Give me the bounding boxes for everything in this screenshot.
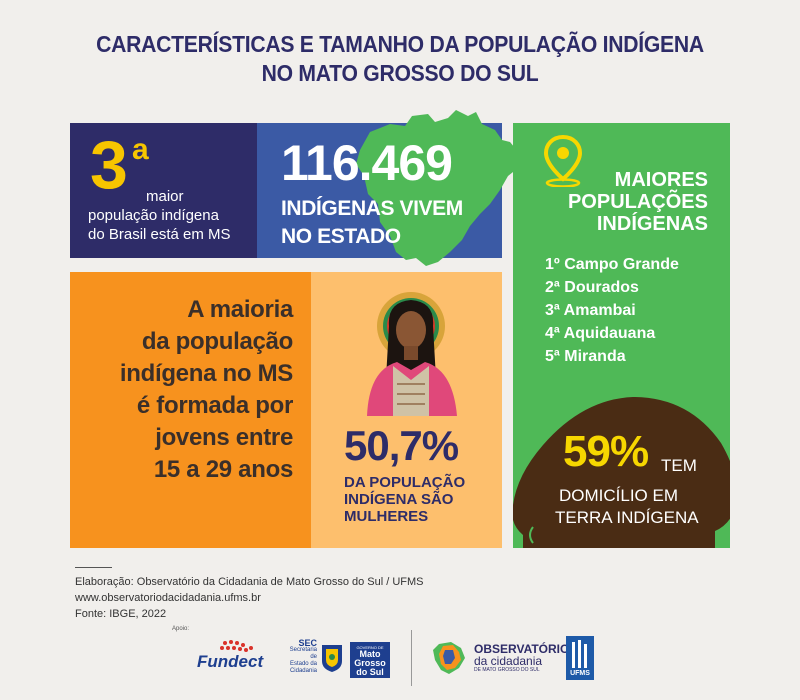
obs-line-3: DE MATO GROSSO DO SUL	[474, 667, 540, 673]
sec-title: SEC	[298, 638, 317, 648]
fundect-logo: Fundect	[197, 652, 264, 671]
city-item: 5ª Miranda	[545, 348, 626, 365]
website-link[interactable]: www.observatoriodacidadania.ufms.br	[75, 592, 261, 604]
city-item: 2ª Dourados	[545, 279, 639, 296]
youth-line: é formada por	[136, 392, 293, 419]
gov-ms-logo: GOVERNO DE Mato Grosso do Sul	[350, 642, 390, 678]
obs-line-1: OBSERVATÓRIO	[474, 642, 570, 656]
ms-state-map-icon	[356, 110, 520, 266]
women-panel: 50,7% DA POPULAÇÃO INDÍGENA SÃO MULHERES	[311, 272, 502, 548]
youth-line: 15 a 29 anos	[153, 456, 293, 483]
footer-rule	[75, 567, 112, 568]
women-line: DA POPULAÇÃO	[344, 474, 466, 491]
title-line-1: CARACTERÍSTICAS E TAMANHO DA POPULAÇÃO I…	[96, 31, 704, 57]
population-line-2: NO ESTADO	[281, 225, 401, 248]
territory-line-2: TERRA INDÍGENA	[555, 508, 699, 527]
observatorio-map-icon	[433, 642, 465, 674]
ufms-logo	[566, 636, 594, 680]
gov-line: do Sul	[356, 667, 384, 677]
youth-line: da população	[141, 328, 293, 355]
indigenous-woman-illustration	[367, 292, 457, 416]
title-line-2: NO MATO GROSSO DO SUL	[261, 60, 539, 86]
fundect-dots-icon	[220, 640, 253, 652]
rank-panel: 3 a maior população indígena do Brasil e…	[70, 123, 257, 258]
observatorio-logo: OBSERVATÓRIO da cidadania DE MATO GROSSO…	[474, 643, 569, 674]
women-line: INDÍGENA SÃO	[344, 491, 454, 508]
sec-logo: SEC Secretaria de Estado da Cidadania	[287, 638, 317, 675]
women-percent: 50,7%	[344, 422, 459, 469]
city-item: 1º Campo Grande	[545, 256, 679, 273]
population-line-1: INDÍGENAS VIVEM	[281, 197, 463, 220]
cities-title-line: MAIORES	[614, 169, 708, 191]
sec-line: Cidadania	[289, 668, 317, 674]
population-number: 116.469	[281, 135, 453, 191]
rank-line-1: maior	[146, 188, 184, 205]
ms-emblem-icon	[322, 645, 342, 672]
women-line: MULHERES	[344, 508, 429, 525]
dwelling-dome-shape	[513, 397, 730, 548]
youth-text: A maioria da população indígena no MS é …	[120, 294, 293, 486]
gov-line: Grosso	[354, 658, 386, 668]
credit-text: Elaboração: Observatório da Cidadania de…	[75, 576, 424, 588]
source-text: Fonte: IBGE, 2022	[75, 608, 167, 620]
gov-small: GOVERNO DE	[356, 645, 384, 650]
location-pin-icon	[543, 135, 583, 187]
footer-divider	[411, 630, 412, 686]
population-panel: 116.469 INDÍGENAS VIVEM NO ESTADO	[257, 110, 520, 266]
sec-line: Secretaria de	[289, 647, 317, 660]
rank-line-3: do Brasil está em MS	[88, 226, 231, 243]
apoio-label: Apoio:	[172, 626, 190, 632]
gov-line: Mato	[359, 649, 381, 659]
city-item: 4ª Aquidauana	[545, 325, 656, 342]
footer-credits: Elaboração: Observatório da Cidadania de…	[75, 574, 424, 622]
city-item: 3ª Amambai	[545, 302, 636, 319]
youth-panel: A maioria da população indígena no MS é …	[70, 272, 311, 548]
territory-percent: 59%	[563, 427, 649, 476]
youth-line: jovens entre	[155, 424, 293, 451]
youth-line: A maioria	[187, 296, 293, 323]
cities-title-line: POPULAÇÕES	[567, 191, 708, 213]
cities-title-line: INDÍGENAS	[596, 213, 708, 235]
ufms-building-icon	[572, 640, 587, 668]
territory-line-1: DOMICÍLIO EM	[559, 486, 679, 505]
territory-tem: TEM	[661, 456, 697, 475]
page-title: CARACTERÍSTICAS E TAMANHO DA POPULAÇÃO I…	[32, 30, 768, 88]
obs-line-2: da cidadania	[474, 654, 543, 668]
rank-superscript: a	[132, 133, 149, 166]
rank-number: 3	[90, 127, 128, 203]
sec-line: Estado da	[289, 661, 317, 667]
cities-panel: MAIORES POPULAÇÕES INDÍGENAS 1º Campo Gr…	[513, 123, 730, 548]
cities-title: MAIORES POPULAÇÕES INDÍGENAS	[568, 169, 708, 235]
rank-line-2: população indígena	[88, 207, 219, 224]
youth-line: indígena no MS	[119, 360, 293, 387]
ufms-label: UFMS	[570, 670, 590, 677]
women-description: DA POPULAÇÃO INDÍGENA SÃO MULHERES	[344, 474, 465, 525]
cities-list: 1º Campo Grande 2ª Dourados 3ª Amambai 4…	[545, 253, 679, 368]
rank-description: maior população indígena do Brasil está …	[88, 187, 231, 244]
